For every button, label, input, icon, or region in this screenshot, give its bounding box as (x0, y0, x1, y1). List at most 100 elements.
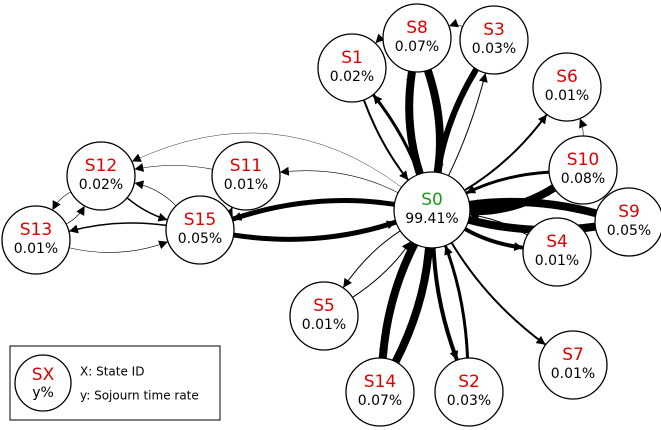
state: S30.03% (459, 5, 529, 75)
legend-id: SX (32, 365, 55, 385)
edge (134, 180, 177, 207)
legend-id-desc: X: State ID (80, 365, 144, 379)
state-rate: 0.01% (545, 88, 589, 104)
state-id: S3 (483, 20, 505, 40)
edge (65, 205, 85, 225)
state-rate: 0.01% (224, 177, 268, 193)
edge (351, 241, 411, 298)
state-id: S14 (364, 372, 396, 392)
state-circle (459, 5, 529, 75)
state-circle (434, 357, 504, 427)
state-rate: 0.03% (447, 393, 491, 409)
edge (375, 33, 385, 44)
state: S10.02% (317, 33, 387, 103)
state: S50.01% (289, 281, 359, 351)
state-id: S12 (85, 156, 117, 176)
state-id: S9 (618, 202, 640, 222)
state-rate: 0.01% (551, 366, 595, 382)
edge (372, 93, 421, 176)
edges (52, 18, 601, 366)
edge (52, 191, 72, 211)
state-id: S10 (567, 150, 599, 170)
edge (448, 73, 488, 177)
legend-rate-desc: y: Sojourn time rate (80, 389, 199, 403)
state-rate: 0.01% (302, 317, 346, 333)
edge (231, 219, 398, 242)
edge (466, 197, 601, 218)
state-circle (522, 217, 592, 287)
state-rate: 0.08% (561, 171, 605, 187)
state-id: S6 (556, 67, 578, 87)
edge (224, 207, 233, 218)
state-rate: 0.02% (79, 177, 123, 193)
state-id: S5 (313, 296, 335, 316)
state: S60.01% (532, 52, 602, 122)
state-rate: 0.07% (395, 39, 439, 55)
state: S70.01% (538, 330, 608, 400)
state-rate: 99.41% (405, 211, 458, 227)
state-circle (66, 141, 136, 211)
edge (378, 239, 419, 362)
edge (431, 245, 459, 362)
state-circle (317, 33, 387, 103)
edge (343, 230, 401, 288)
edge (230, 198, 397, 222)
state-rate: 0.03% (472, 41, 516, 57)
state-id: S2 (458, 372, 480, 392)
state-circle (1, 205, 71, 275)
state: S20.03% (434, 357, 504, 427)
edge (469, 211, 529, 236)
state-circle (532, 52, 602, 122)
edge (68, 222, 168, 234)
state-circle (393, 171, 471, 249)
edge (579, 118, 588, 137)
state-id: S0 (421, 190, 443, 210)
state: S90.05% (594, 187, 661, 257)
state-id: S8 (406, 18, 428, 38)
state-circle (165, 195, 235, 265)
edge (68, 240, 168, 253)
state-id: S13 (20, 220, 52, 240)
state-circle (289, 281, 359, 351)
legend-node (14, 354, 72, 412)
edge (463, 114, 548, 192)
edge (405, 68, 424, 178)
state-rate: 0.07% (358, 393, 402, 409)
state-circle (538, 330, 608, 400)
state-circle (345, 357, 415, 427)
state-rate: 0.02% (330, 69, 374, 85)
state-rate: 0.01% (14, 241, 58, 257)
state-circle (548, 135, 618, 205)
edge (444, 245, 470, 360)
edge (448, 18, 464, 28)
edge (465, 170, 551, 195)
edge (134, 163, 213, 172)
state-circle (211, 141, 281, 211)
edge (434, 66, 480, 175)
edge (465, 184, 558, 216)
legend-rate: y% (32, 385, 54, 401)
state-id: S4 (546, 232, 568, 252)
state-id: S7 (562, 345, 584, 365)
state-id: S11 (230, 156, 262, 176)
edge (362, 98, 409, 181)
edge (131, 132, 402, 188)
edge (391, 244, 433, 366)
edge (126, 197, 168, 222)
state-circle (382, 3, 452, 73)
state-id: S1 (341, 48, 363, 68)
state-id: S15 (184, 210, 216, 230)
state-circle (594, 187, 661, 257)
state-rate: 0.01% (535, 253, 579, 269)
state: S40.01% (522, 217, 592, 287)
nodes: S099.41%S10.02%S80.07%S30.03%S60.01%S100… (1, 3, 661, 427)
state: S80.07% (382, 3, 452, 73)
